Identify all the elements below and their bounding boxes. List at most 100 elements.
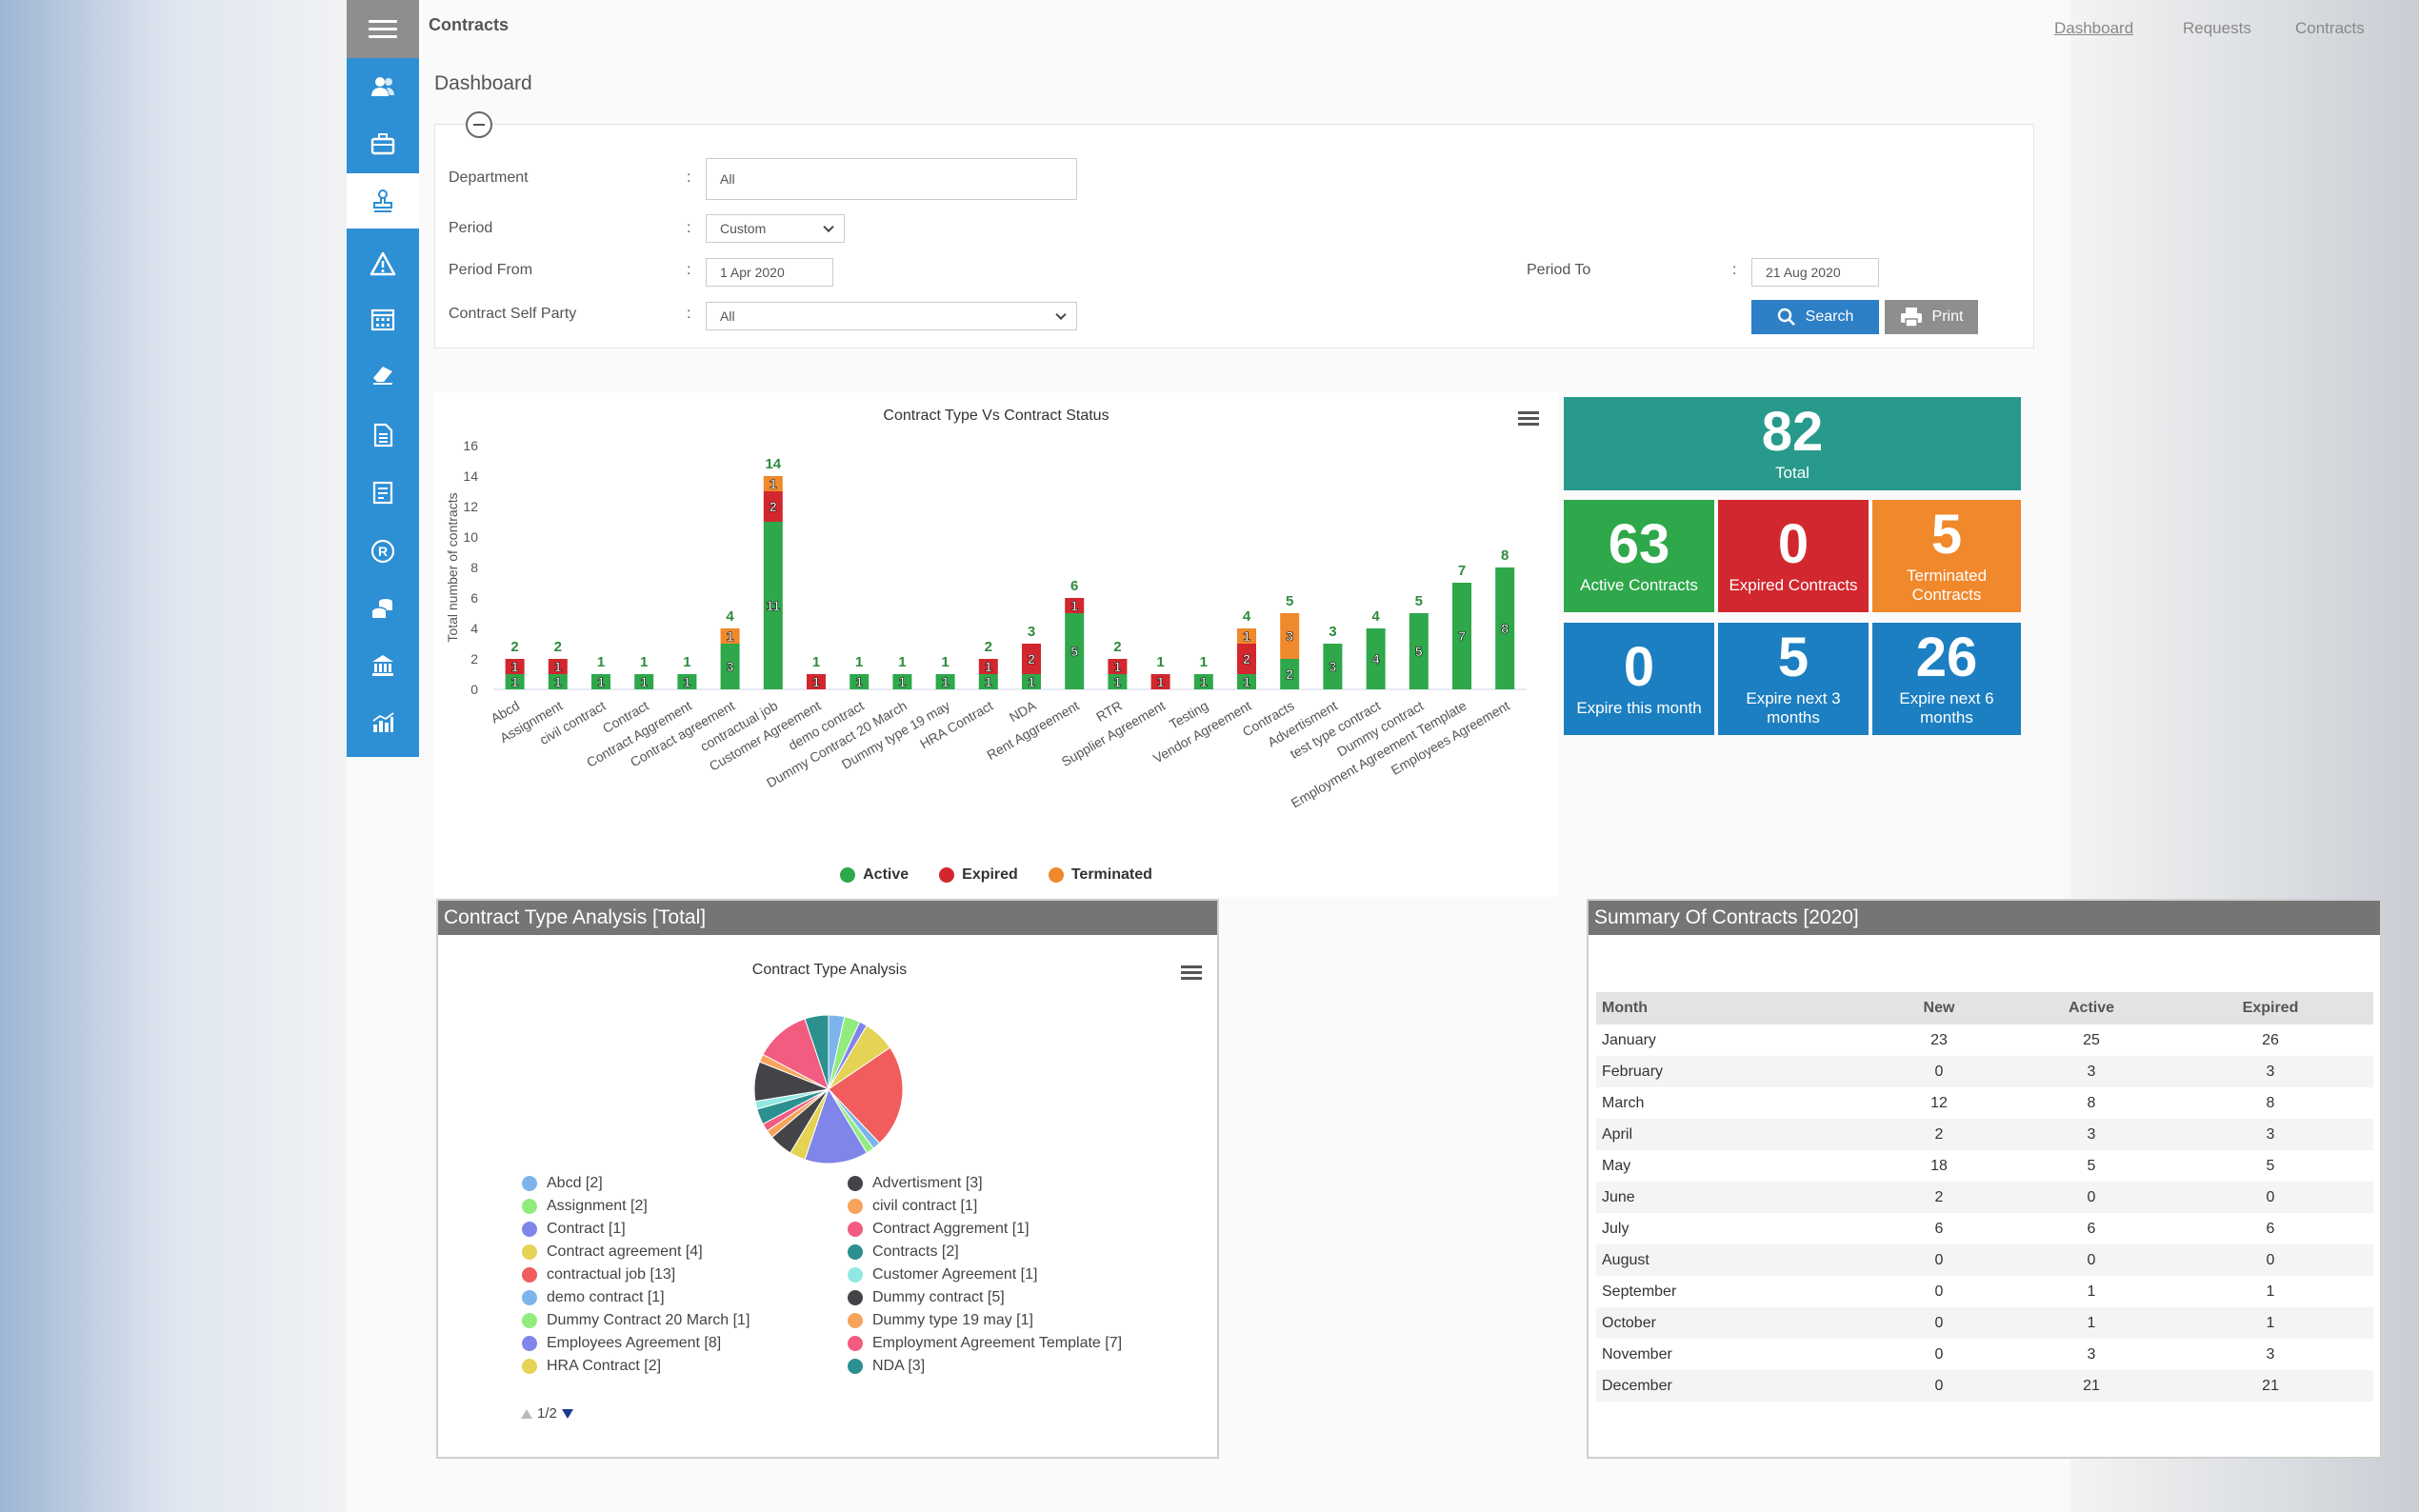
sidebar-item-briefcase[interactable] [347, 116, 419, 171]
chevron-down-icon [1055, 308, 1067, 321]
value-cell: 3 [2015, 1119, 2168, 1150]
value-cell: 6 [1934, 1220, 1944, 1237]
pie-legend-item[interactable]: Assignment [2] [522, 1198, 648, 1215]
table-row: February 0 3 3 [1596, 1056, 2373, 1087]
search-button[interactable]: Search [1751, 300, 1879, 334]
value-cell: 3 [2266, 1345, 2275, 1363]
pie-slice[interactable] [804, 1014, 830, 1090]
pie-legend-item[interactable]: Dummy contract [5] [848, 1289, 1005, 1306]
column-header[interactable]: New [1863, 992, 2015, 1025]
pie-legend-item[interactable]: civil contract [1] [848, 1198, 977, 1215]
value-cell: 21 [2015, 1370, 2168, 1402]
pie-legend-item[interactable]: contractual job [13] [522, 1266, 675, 1283]
bar-total-label: 8 [1501, 547, 1509, 564]
pie-legend-item[interactable]: NDA [3] [848, 1358, 925, 1375]
tile-active-contracts[interactable]: 63 Active Contracts [1564, 500, 1714, 612]
pie-legend-item[interactable]: Contract [1] [522, 1221, 626, 1238]
pie-legend-item[interactable]: Dummy type 19 may [1] [848, 1312, 1033, 1329]
panel-header: Summary Of Contracts [2020] [1589, 901, 2380, 935]
pie-legend-item[interactable]: Abcd [2] [522, 1175, 603, 1192]
page-down-arrow-icon[interactable] [561, 1408, 574, 1420]
nav-link-contracts[interactable]: Contracts [2295, 19, 2365, 37]
tile-expire-next-6-months[interactable]: 26 Expire next 6 months [1872, 623, 2021, 735]
bar-segment [1065, 598, 1085, 613]
bar-segment [1022, 644, 1041, 674]
sidebar-item-analytics[interactable] [347, 695, 419, 750]
tile-number: 26 [1915, 627, 1978, 688]
period-from-input[interactable]: 1 Apr 2020 [706, 258, 833, 287]
period-to-input[interactable]: 21 Aug 2020 [1751, 258, 1879, 287]
value-cell: 12 [1930, 1094, 1948, 1111]
sidebar-item-eraser[interactable] [347, 347, 419, 402]
column-header[interactable]: Month [1596, 992, 1863, 1025]
tile-expire-this-month[interactable]: 0 Expire this month [1564, 623, 1714, 735]
pie-legend-item[interactable]: Employment Agreement Template [7] [848, 1335, 1122, 1352]
legend-item-active[interactable]: Active [840, 866, 909, 884]
pie-legend-item[interactable]: Employees Agreement [8] [522, 1335, 721, 1352]
month-cell: September [1602, 1283, 1677, 1300]
pie-slice[interactable] [804, 1087, 868, 1164]
legend-item-terminated[interactable]: Terminated [1048, 866, 1152, 884]
bar-segment [505, 674, 525, 689]
bar-total-label: 1 [597, 654, 605, 670]
legend-item-expired[interactable]: Expired [939, 866, 1018, 884]
sidebar-item-stamp[interactable] [347, 173, 419, 229]
pie-menu-icon[interactable] [1181, 965, 1202, 981]
legend-label: Contract agreement [4] [547, 1243, 703, 1260]
tile-expire-next-3-months[interactable]: 5 Expire next 3 months [1718, 623, 1869, 735]
tile-terminated-contracts[interactable]: 5 Terminated Contracts [1872, 500, 2021, 612]
briefcase-icon [370, 133, 395, 155]
registered-icon: R [370, 539, 395, 564]
sidebar-item-registered[interactable]: R [347, 524, 419, 579]
pie-legend-item[interactable]: demo contract [1] [522, 1289, 665, 1306]
value-cell: 3 [2015, 1056, 2168, 1087]
pie-legend-item[interactable]: Customer Agreement [1] [848, 1266, 1037, 1283]
month-cell: January [1602, 1031, 1656, 1048]
sidebar-item-alerts[interactable] [347, 236, 419, 291]
tile-label: Expire next 3 months [1746, 689, 1841, 726]
bar-segment [1495, 567, 1515, 689]
column-header[interactable]: Expired [2168, 992, 2373, 1025]
tile-total[interactable]: 82 Total [1564, 397, 2021, 490]
month-cell: June [1596, 1182, 1863, 1213]
nav-link-requests[interactable]: Requests [2183, 19, 2251, 37]
bar-segment-label: 1 [1200, 674, 1208, 689]
pie-legend-item[interactable]: Contracts [2] [848, 1243, 959, 1261]
collapse-button[interactable] [466, 111, 492, 138]
users-icon [371, 77, 394, 96]
month-cell: August [1596, 1244, 1863, 1276]
pie-legend-item[interactable]: Contract agreement [4] [522, 1243, 703, 1261]
sidebar-item-documents[interactable] [347, 408, 419, 463]
pie-legend-item[interactable]: HRA Contract [2] [522, 1358, 661, 1375]
page-up-arrow-icon[interactable] [520, 1408, 533, 1420]
period-select[interactable]: Custom [706, 214, 845, 243]
pie-slice[interactable] [762, 1018, 830, 1091]
column-header[interactable]: Active [2015, 992, 2168, 1025]
sidebar-item-bank[interactable] [347, 638, 419, 693]
department-label: Department [449, 169, 529, 186]
pie-slice[interactable] [828, 1046, 904, 1144]
print-button[interactable]: Print [1885, 300, 1978, 334]
sidebar-item-calendar[interactable] [347, 291, 419, 347]
menu-toggle-button[interactable] [347, 0, 419, 58]
self-party-select[interactable]: All [706, 302, 1077, 330]
colon: : [687, 262, 691, 278]
chart-menu-icon[interactable] [1518, 411, 1539, 427]
pie-legend-item[interactable]: Advertisment [3] [848, 1175, 983, 1192]
sidebar-item-users[interactable] [347, 59, 419, 114]
pie-legend-item[interactable]: Contract Aggrement [1] [848, 1221, 1030, 1238]
table-row: April 2 3 3 [1596, 1119, 2373, 1150]
department-input[interactable]: All [706, 158, 1077, 200]
period-select-value: Custom [720, 221, 767, 236]
bar-segment-label: 1 [1028, 674, 1035, 689]
bar-segment-label: 2 [1028, 651, 1035, 666]
sidebar-item-reports[interactable] [347, 465, 419, 520]
bar-segment-label: 1 [899, 674, 907, 689]
nav-link-dashboard[interactable]: Dashboard [2054, 19, 2134, 37]
sidebar-item-finance[interactable] [347, 581, 419, 636]
bar-segment-label: 5 [1415, 644, 1423, 659]
panel-header: Contract Type Analysis [Total] [438, 901, 1217, 935]
pie-legend-item[interactable]: Dummy Contract 20 March [1] [522, 1312, 750, 1329]
tile-expired-contracts[interactable]: 0 Expired Contracts [1718, 500, 1869, 612]
month-cell: December [1596, 1370, 1863, 1402]
